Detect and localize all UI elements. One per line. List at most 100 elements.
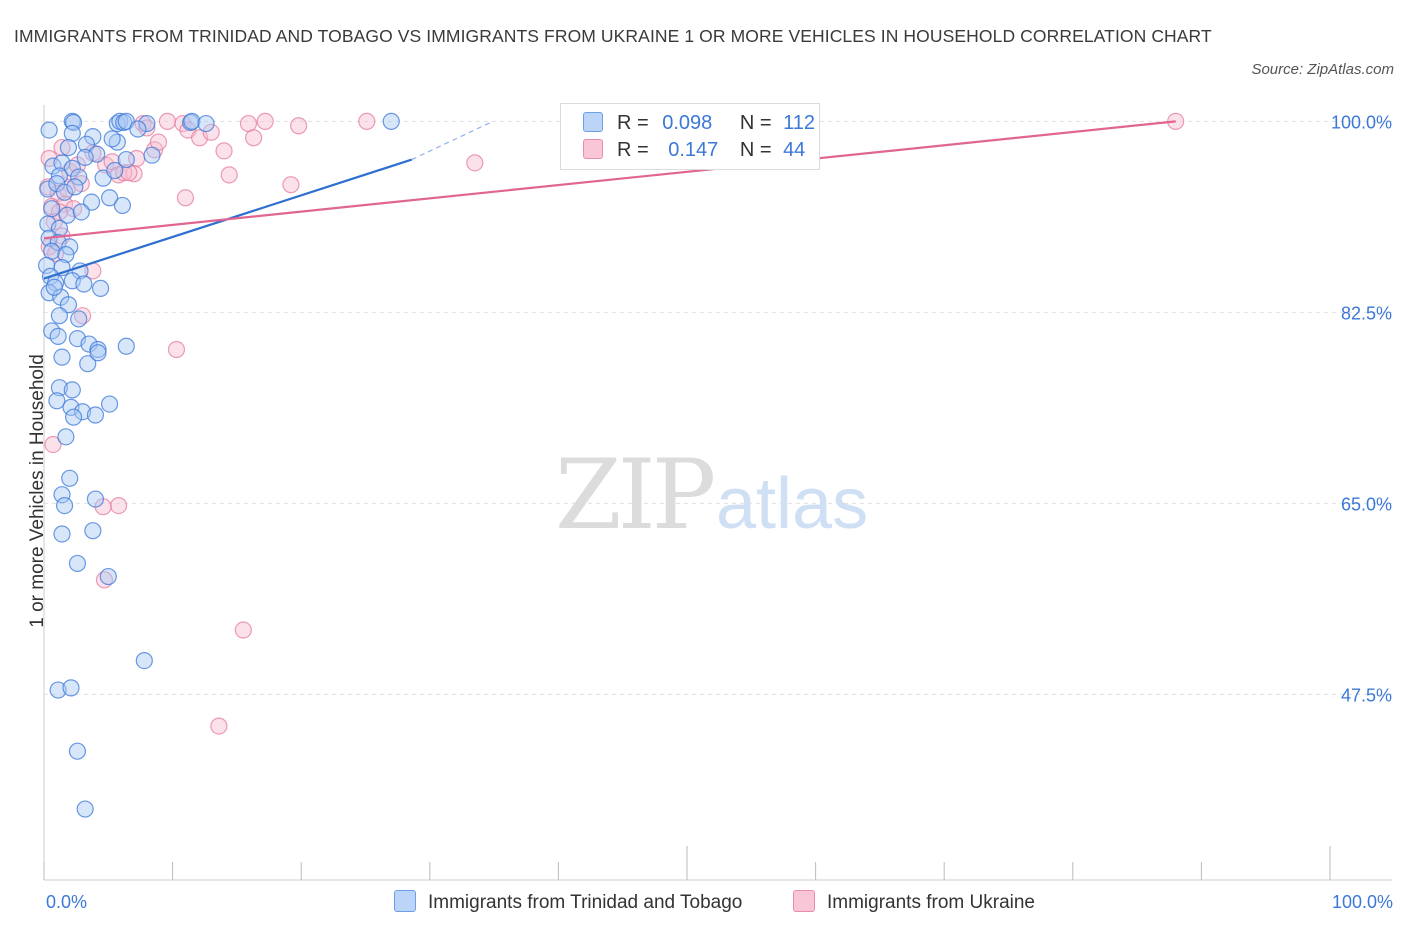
trinidad-point: [68, 554, 87, 573]
trinidad-point: [129, 120, 147, 138]
trinidad-point: [55, 496, 74, 515]
ukraine-point: [239, 114, 258, 133]
trinidad-point: [70, 310, 88, 328]
trinidad-point: [53, 486, 71, 504]
trinidad-point: [103, 130, 121, 148]
ukraine-point: [220, 166, 238, 184]
trinidad-point: [66, 178, 84, 196]
y-tick-label: 100.0%: [1331, 112, 1392, 132]
trinidad-point: [43, 200, 61, 218]
trinidad-point: [99, 567, 117, 586]
ukraine-point: [234, 621, 252, 639]
trinidad-point: [50, 379, 69, 397]
trinidad-point: [382, 112, 400, 130]
ukraine-point: [245, 129, 263, 147]
legend-n-label: N =: [739, 112, 772, 134]
trinidad-point: [100, 395, 119, 413]
trinidad-point: [48, 392, 66, 410]
trinidad-point: [79, 355, 97, 373]
trinidad-point: [40, 121, 58, 139]
ukraine-point: [256, 112, 274, 130]
trinidad-point: [183, 112, 201, 130]
trinidad-point: [59, 138, 78, 157]
correlation-legend: R = 0.098 N = 112 R = 0.147 N = 44: [560, 103, 820, 170]
y-tick-label: 82.5%: [1341, 303, 1392, 323]
trinidad-point: [135, 651, 153, 670]
y-tick-labels: 47.5% 65.0% 82.5% 100.0%: [1331, 112, 1392, 705]
legend-label: Immigrants from Trinidad and Tobago: [428, 892, 743, 913]
trinidad-point: [63, 381, 81, 399]
trinidad-point: [64, 408, 83, 426]
legend-r-value: 0.098: [662, 112, 713, 134]
legend-row-ukraine: R = 0.147 N = 44: [583, 139, 805, 165]
trinidad-point: [117, 337, 135, 355]
legend-n-value: 112: [783, 112, 815, 134]
trinidad-point: [68, 742, 87, 760]
ukraine-point: [210, 717, 228, 735]
grid-lines: [44, 120, 1392, 695]
trinidad-point: [57, 245, 75, 264]
trinidad-point: [89, 344, 107, 362]
trinidad-point: [80, 335, 98, 353]
trinidad-point: [106, 161, 124, 180]
trinidad-point: [113, 196, 132, 215]
chart-title: IMMIGRANTS FROM TRINIDAD AND TOBAGO VS I…: [14, 26, 1212, 46]
trinidad-point: [143, 146, 161, 164]
ukraine-points: [39, 112, 1185, 735]
legend-row-trinidad: R = 0.098 N = 112: [583, 112, 815, 138]
trinidad-point: [49, 327, 67, 346]
legend-label: Immigrants from Ukraine: [827, 892, 1035, 913]
trinidad-point: [53, 154, 71, 172]
trinidad-point: [76, 148, 94, 166]
trinidad-point: [53, 348, 71, 366]
ukraine-point: [466, 154, 484, 172]
ukraine-point: [358, 112, 376, 130]
y-tick-label: 47.5%: [1341, 685, 1392, 705]
trinidad-point: [55, 183, 74, 201]
trinidad-point: [72, 203, 90, 221]
axes: [43, 105, 1392, 881]
trinidad-point: [70, 168, 88, 186]
trinidad-point: [75, 275, 93, 293]
trinidad-trend-extension: [411, 120, 494, 161]
trinidad-point: [44, 157, 62, 175]
trinidad-point: [43, 242, 61, 260]
ukraine-point: [282, 176, 300, 194]
trinidad-point: [138, 114, 156, 133]
watermark-atlas: atlas: [716, 464, 868, 544]
trinidad-point: [84, 522, 102, 540]
trinidad-point: [63, 159, 81, 177]
legend-swatch-blue: [394, 890, 416, 912]
ukraine-point: [138, 119, 156, 137]
trinidad-point: [45, 278, 63, 296]
y-axis-label: 1 or more Vehicles in Household: [27, 354, 48, 628]
ukraine-point: [290, 117, 308, 135]
ukraine-point: [109, 496, 128, 515]
legend-r-label: R =: [617, 112, 649, 134]
trend-lines: [43, 120, 1176, 280]
legend-r-label: R =: [617, 139, 649, 161]
ukraine-point: [44, 435, 62, 454]
legend-item-ukraine[interactable]: Immigrants from Ukraine: [793, 890, 1035, 914]
legend-swatch-pink: [583, 139, 603, 159]
trinidad-points: [37, 112, 400, 818]
trinidad-point: [86, 406, 105, 424]
x-tick-labels: 0.0% 100.0%: [46, 892, 1393, 912]
trinidad-point: [86, 490, 105, 508]
trinidad-point: [108, 133, 126, 151]
trinidad-point: [58, 206, 76, 224]
trinidad-point: [49, 681, 67, 699]
watermark-zip: ZIP: [555, 439, 714, 551]
ukraine-trend-line: [43, 120, 1176, 240]
trinidad-point: [197, 114, 215, 133]
ukraine-point: [215, 142, 233, 160]
trinidad-point: [62, 679, 80, 697]
legend-swatch-blue: [583, 112, 603, 132]
legend-n-label: N =: [739, 139, 772, 161]
legend-item-trinidad[interactable]: Immigrants from Trinidad and Tobago: [394, 890, 742, 914]
legend-n-value: 44: [783, 139, 806, 161]
x-tick-label: 100.0%: [1332, 892, 1393, 912]
legend-swatch-pink: [793, 890, 815, 912]
trinidad-point: [63, 112, 81, 130]
